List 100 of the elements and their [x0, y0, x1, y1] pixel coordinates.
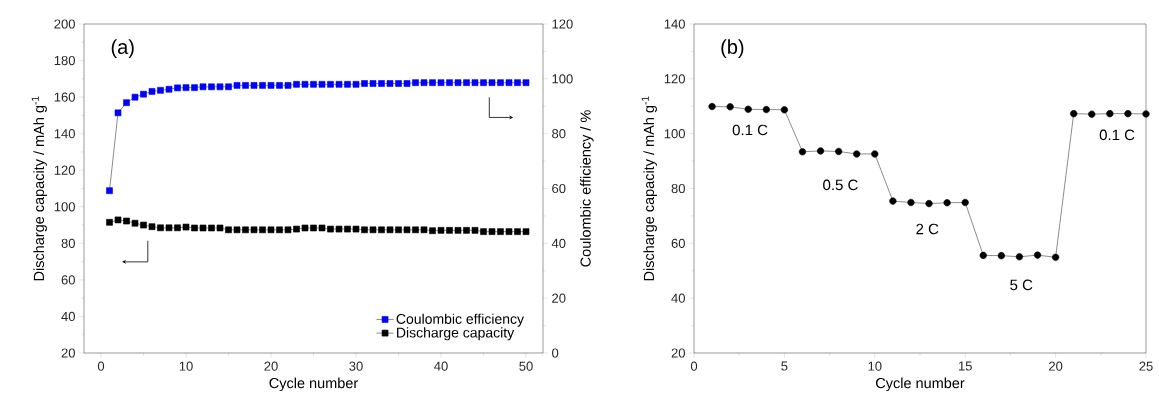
annotation: 2 C: [916, 223, 939, 235]
x-tick-label: 15: [958, 361, 972, 371]
y2-tick-label: 100: [552, 74, 573, 84]
point: [208, 224, 215, 232]
point: [344, 225, 351, 233]
point: [182, 223, 190, 231]
x-tick-label: 50: [519, 361, 533, 371]
point: [301, 81, 309, 88]
point: [165, 85, 173, 93]
point: [352, 81, 360, 88]
point: [1070, 110, 1078, 118]
text: (b): [721, 39, 744, 58]
point: [708, 102, 716, 111]
y-tick-label: 200: [54, 19, 75, 29]
point: [395, 226, 402, 234]
y2-tick-label: 80: [552, 129, 566, 139]
point: [925, 199, 933, 208]
point: [488, 79, 496, 86]
point: [191, 224, 198, 232]
y-tick-label: 120: [54, 165, 75, 175]
point: [148, 223, 156, 230]
point: [437, 227, 445, 234]
y-tick-label: 120: [664, 74, 685, 84]
point: [497, 228, 504, 235]
point: [835, 147, 843, 156]
point: [446, 227, 453, 234]
point: [225, 226, 232, 234]
y2-tick-label: 60: [552, 183, 566, 194]
y2-axis-title: Coulombic efficiency / %: [580, 110, 594, 267]
point: [420, 226, 428, 234]
y2-tick-label: 40: [551, 238, 566, 248]
point: [276, 226, 283, 234]
point: [744, 105, 752, 113]
point: [157, 224, 164, 232]
point: [1015, 253, 1024, 261]
x-tick-label: 5: [781, 361, 788, 371]
y-tick-label: 60: [61, 275, 75, 285]
point: [514, 79, 521, 86]
point: [403, 80, 411, 87]
point: [242, 82, 249, 89]
point: [378, 80, 385, 87]
point: [446, 79, 453, 86]
point: [157, 87, 164, 94]
point: [335, 81, 343, 88]
x-tick-label: 20: [1049, 361, 1063, 371]
x-tick-label: 0: [97, 361, 105, 371]
point: [505, 228, 513, 235]
point: [199, 83, 207, 91]
y-tick-label: 140: [664, 19, 685, 29]
y-tick-label: 180: [54, 55, 75, 66]
point: [997, 252, 1005, 260]
point: [131, 219, 139, 227]
point: [318, 81, 326, 88]
annotation: 0.1 C: [732, 124, 768, 136]
x-tick-label: 20: [264, 361, 278, 371]
point: [403, 226, 411, 234]
point: [1142, 110, 1150, 118]
y-axis-title: Discharge capacity / mAh g$^{-1}$: [31, 96, 47, 281]
point: [480, 228, 487, 235]
point: [174, 224, 181, 232]
point: [114, 109, 122, 117]
x-tick-label: 10: [868, 361, 882, 371]
point: [505, 79, 513, 86]
y-tick-label: 40: [61, 311, 75, 322]
point: [293, 225, 300, 233]
point: [816, 147, 825, 155]
point: [216, 224, 224, 232]
point: [943, 199, 951, 207]
point: [310, 224, 317, 232]
point: [267, 82, 275, 89]
point: [780, 106, 789, 114]
point: [191, 84, 198, 91]
legend-label: Discharge capacity: [397, 327, 515, 341]
point: [225, 83, 232, 91]
x-tick-label: 40: [434, 361, 448, 371]
point: [361, 226, 368, 234]
point: [961, 198, 969, 207]
point: [514, 228, 521, 235]
point: [1106, 110, 1114, 118]
x-axis-title: Cycle number: [269, 377, 358, 392]
point: [216, 83, 224, 91]
point: [1052, 253, 1060, 261]
y-tick-label: 60: [671, 238, 685, 248]
y2-tick-label: 0: [552, 348, 559, 358]
point: [798, 148, 807, 156]
point: [420, 79, 428, 86]
point: [369, 80, 377, 87]
point: [106, 219, 113, 226]
point: [250, 82, 258, 89]
point: [480, 79, 487, 86]
point: [267, 226, 275, 234]
point: [259, 82, 266, 89]
point: [199, 224, 207, 232]
annotation: 5 C: [1010, 279, 1033, 291]
point: [762, 105, 770, 114]
point: [853, 150, 861, 158]
point: [437, 79, 445, 86]
legend-label: Coulombic efficiency: [396, 313, 524, 327]
y2-tick-label: 120: [552, 19, 573, 29]
y-tick-label: 100: [664, 129, 685, 139]
